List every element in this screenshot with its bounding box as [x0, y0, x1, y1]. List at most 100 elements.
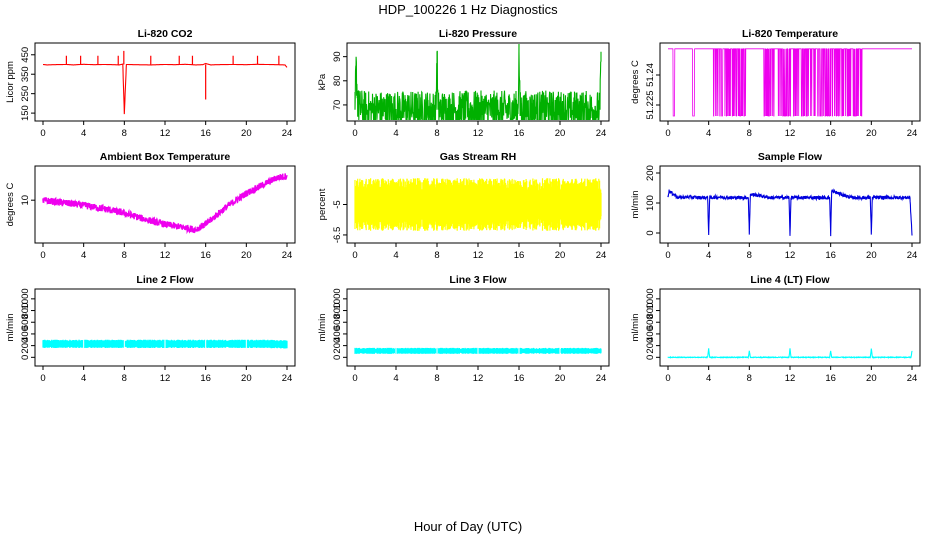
panel-title: Li-820 CO2	[138, 28, 193, 40]
x-tick-label: 12	[473, 250, 484, 261]
x-tick-label: 20	[241, 373, 252, 384]
x-tick-label: 20	[866, 250, 877, 261]
x-tick-label: 4	[81, 250, 86, 261]
x-tick-label: 12	[473, 373, 484, 384]
panel-grid: Li-820 CO2 0 4 8 12 16 20 24 150 250 350 450 Licor p…	[5, 28, 921, 384]
x-tick-label: 16	[825, 128, 836, 139]
y-tick-label: 800	[332, 303, 343, 319]
y-axis-label: degrees C	[630, 60, 641, 104]
x-tick-label: 0	[40, 373, 45, 384]
figure-xlabel: Hour of Day (UTC)	[414, 519, 522, 534]
x-tick-label: 12	[160, 250, 171, 261]
panel-2: Li-820 Pressure 0 4 8 12 16 20 24 70 80 90 kPa	[317, 28, 610, 139]
y-tick-label: -6.5	[332, 227, 343, 243]
y-axis-label: ml/min	[630, 314, 641, 342]
x-tick-label: 16	[514, 250, 525, 261]
y-tick-label: 200	[332, 338, 343, 354]
x-tick-label: 4	[706, 250, 711, 261]
x-tick-label: 20	[555, 373, 566, 384]
plot-area	[354, 44, 602, 120]
x-tick-label: 20	[866, 373, 877, 384]
plot-area	[667, 348, 913, 360]
x-tick-label: 0	[40, 250, 45, 261]
x-tick-label: 20	[555, 250, 566, 261]
x-tick-label: 16	[200, 128, 211, 139]
x-tick-label: 24	[596, 373, 607, 384]
x-tick-label: 20	[555, 128, 566, 139]
x-tick-label: 8	[434, 373, 439, 384]
x-tick-label: 4	[393, 373, 398, 384]
series-line	[43, 62, 288, 115]
series-band	[354, 178, 602, 231]
y-axis-label: ml/min	[630, 191, 641, 219]
y-tick-label: 51.24	[645, 63, 656, 87]
y-tick-label: 70	[332, 100, 343, 111]
plot-area	[354, 178, 602, 231]
x-tick-label: 24	[907, 128, 918, 139]
y-tick-label: -5	[332, 200, 343, 208]
y-tick-label: 200	[20, 338, 31, 354]
y-tick-label: 10	[20, 195, 31, 206]
x-tick-label: 0	[352, 250, 357, 261]
x-tick-label: 24	[596, 128, 607, 139]
y-tick-label: 600	[20, 314, 31, 330]
panel-title: Li-820 Temperature	[742, 28, 838, 40]
panel-6: Sample Flow 0 4 8 12 16 20 24 0 100 200 ml/min	[630, 151, 921, 261]
y-tick-label: 600	[332, 314, 343, 330]
x-tick-label: 24	[282, 373, 293, 384]
y-tick-label: 250	[20, 86, 31, 102]
y-tick-label: 400	[20, 326, 31, 342]
y-axis-label: ml/min	[5, 314, 16, 342]
panel-5: Gas Stream RH 0 4 8 12 16 20 24 -6.5 -5 percent	[317, 151, 610, 261]
y-tick-label: 1000	[332, 288, 343, 309]
panel-title: Ambient Box Temperature	[100, 151, 231, 163]
y-axis-label: kPa	[317, 73, 328, 90]
x-tick-label: 12	[785, 128, 796, 139]
y-tick-label: 0	[332, 355, 343, 360]
x-tick-label: 12	[785, 373, 796, 384]
x-tick-label: 8	[434, 250, 439, 261]
y-tick-label: 200	[645, 338, 656, 354]
x-tick-label: 0	[665, 250, 670, 261]
panel-title: Sample Flow	[758, 151, 823, 163]
x-tick-label: 16	[825, 250, 836, 261]
y-tick-label: 400	[332, 326, 343, 342]
y-tick-label: 51.225	[645, 90, 656, 119]
panel-4: Ambient Box Temperature 0 4 8 12 16 20 24 10 degr…	[5, 151, 296, 261]
x-tick-label: 4	[706, 373, 711, 384]
plot-area	[667, 188, 913, 237]
x-tick-label: 4	[81, 373, 86, 384]
x-tick-label: 8	[122, 128, 127, 139]
y-tick-label: 800	[20, 303, 31, 319]
x-tick-label: 8	[747, 373, 752, 384]
plot-area	[43, 50, 288, 115]
x-tick-label: 0	[352, 373, 357, 384]
x-tick-label: 24	[907, 250, 918, 261]
x-tick-label: 16	[200, 373, 211, 384]
y-axis-label: Licor ppm	[5, 61, 16, 103]
x-tick-label: 4	[393, 128, 398, 139]
plot-area	[354, 347, 602, 355]
series-line	[667, 188, 913, 237]
x-tick-label: 20	[241, 250, 252, 261]
panel-title: Line 4 (LT) Flow	[750, 274, 830, 286]
y-tick-label: 100	[645, 195, 656, 211]
y-tick-label: 450	[20, 47, 31, 63]
x-tick-label: 8	[747, 128, 752, 139]
y-tick-label: 0	[645, 355, 656, 360]
x-tick-label: 20	[241, 128, 252, 139]
x-tick-label: 8	[747, 250, 752, 261]
y-tick-label: 350	[20, 66, 31, 82]
series-line	[668, 48, 912, 117]
series-line	[667, 348, 913, 360]
x-tick-label: 24	[282, 128, 293, 139]
y-axis-label: ml/min	[317, 314, 328, 342]
y-tick-label: 400	[645, 326, 656, 342]
panel-title: Gas Stream RH	[440, 151, 516, 163]
x-tick-label: 4	[706, 128, 711, 139]
x-tick-label: 16	[514, 128, 525, 139]
y-tick-label: 0	[645, 230, 656, 235]
